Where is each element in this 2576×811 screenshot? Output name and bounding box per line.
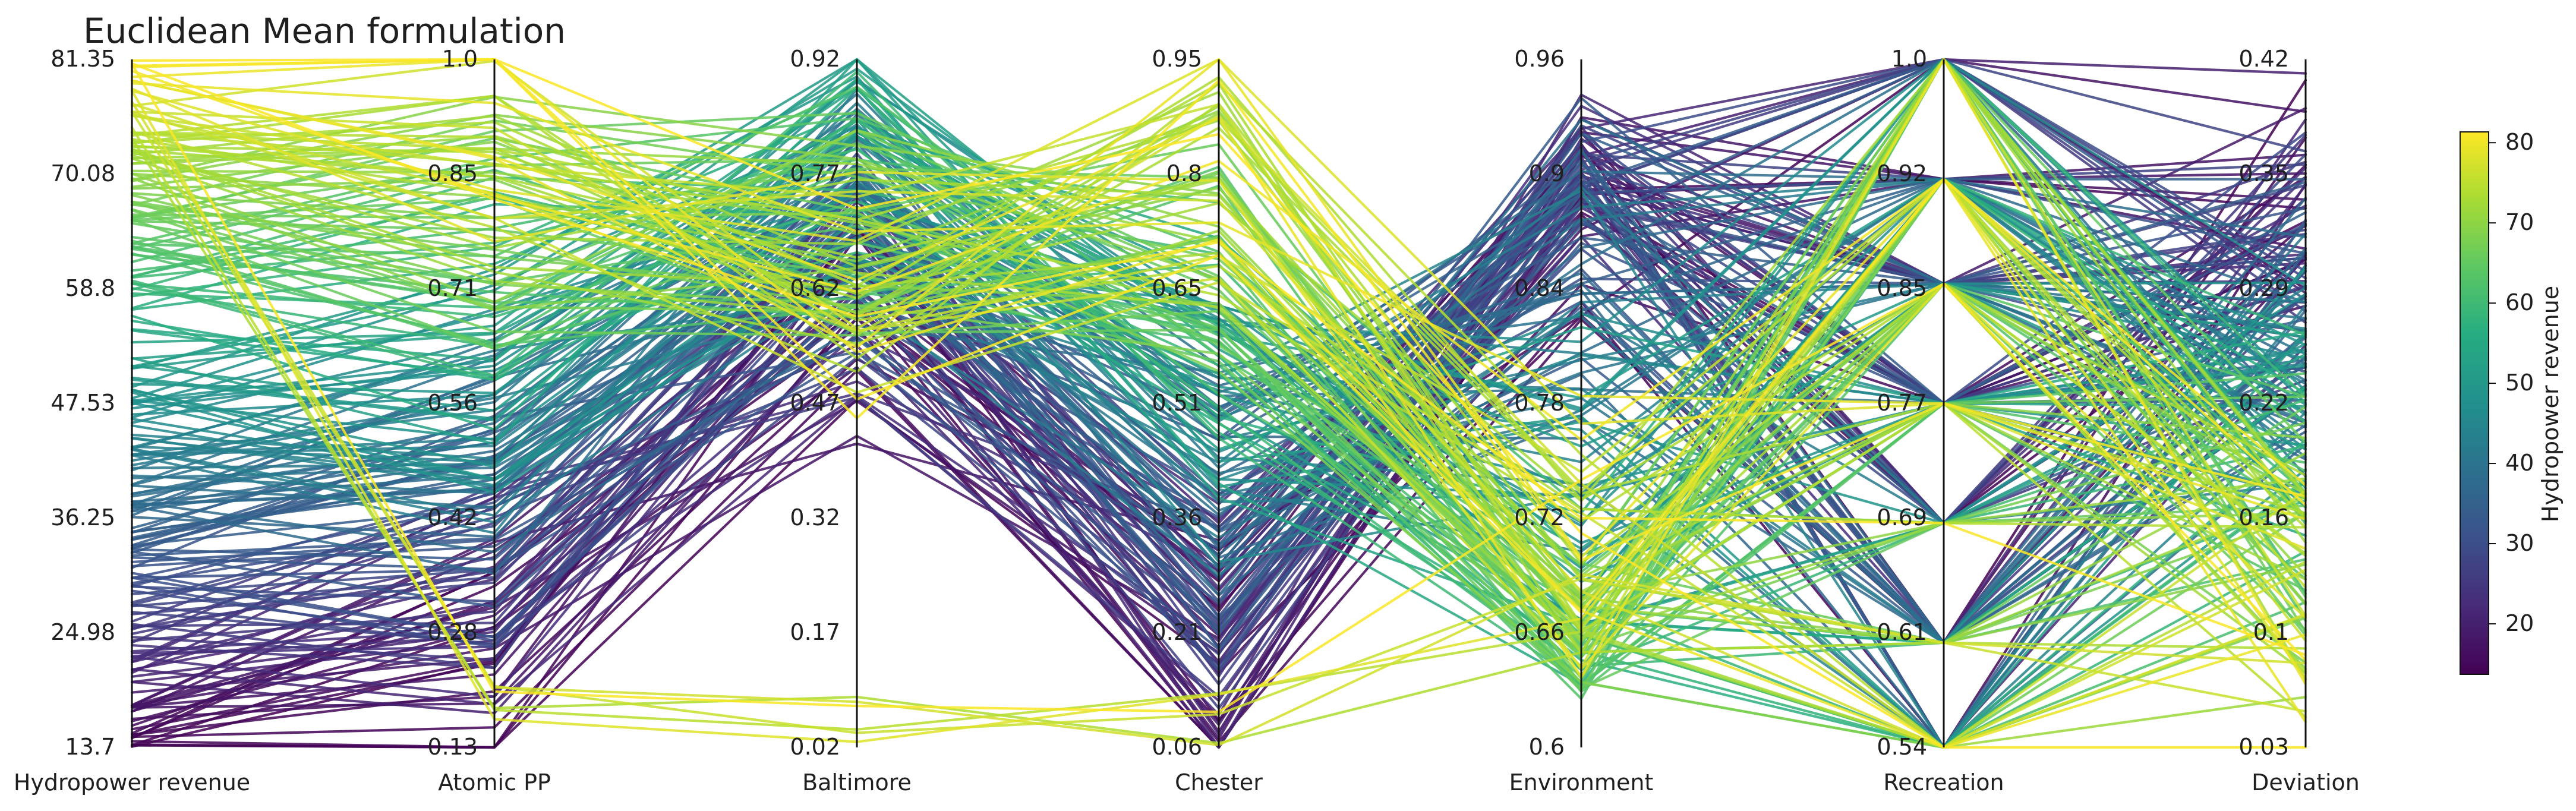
axis-baltimore: 0.92 0.77 0.62 0.47 0.32 0.17 0.02 Baltimore — [790, 46, 912, 796]
tick-label: 0.72 — [1514, 504, 1565, 531]
tick-label: 0.35 — [2238, 160, 2289, 187]
colorbar-tick-label: 60 — [2505, 289, 2534, 315]
tick-label: 0.6 — [1529, 734, 1565, 760]
tick-label: 0.78 — [1514, 390, 1565, 416]
tick-label: 0.06 — [1152, 734, 1202, 760]
tick-label: 1.0 — [1891, 46, 1927, 72]
tick-label: 0.9 — [1529, 160, 1565, 187]
tick-label: 0.69 — [1877, 504, 1927, 531]
tick-label: 0.29 — [2238, 275, 2289, 301]
tick-label: 13.7 — [65, 734, 115, 760]
tick-label: 0.16 — [2238, 504, 2289, 531]
tick-label: 0.62 — [790, 275, 840, 301]
colorbar-tick-label: 20 — [2505, 610, 2534, 636]
tick-label: 0.17 — [790, 619, 840, 645]
axis-chester: 0.95 0.8 0.65 0.51 0.36 0.21 0.06 Chester — [1152, 46, 1263, 796]
tick-label: 58.8 — [65, 275, 115, 301]
tick-label: 0.84 — [1514, 275, 1565, 301]
axis-deviation: 0.42 0.35 0.29 0.22 0.16 0.1 0.03 Deviation — [2238, 46, 2359, 796]
tick-label: 24.98 — [51, 619, 115, 645]
tick-label: 0.36 — [1152, 504, 1202, 531]
colorbar: 20 30 40 50 60 70 80 — [2460, 129, 2534, 675]
colorbar-tick-label: 30 — [2505, 530, 2534, 556]
tick-label: 47.53 — [51, 390, 115, 416]
colorbar-tick-label: 80 — [2505, 129, 2534, 155]
tick-label: 0.54 — [1877, 734, 1927, 760]
colorbar-tick-label: 70 — [2505, 209, 2534, 235]
axis-label: Environment — [1509, 769, 1654, 796]
colorbar-tick-label: 40 — [2505, 450, 2534, 476]
axis-environment: 0.96 0.9 0.84 0.78 0.72 0.66 0.6 Environment — [1509, 46, 1654, 796]
tick-label: 0.77 — [1877, 390, 1927, 416]
tick-label: 36.25 — [51, 504, 115, 531]
colorbar-gradient — [2460, 131, 2489, 675]
axis-label: Hydropower revenue — [14, 769, 250, 796]
colorbar-title: Hydropower revenue — [2537, 286, 2564, 522]
axes-layer: 81.35 70.08 58.8 47.53 36.25 24.98 13.7 Hydropo… — [14, 46, 2360, 796]
tick-label: 0.77 — [790, 160, 840, 187]
tick-label: 0.42 — [427, 504, 478, 531]
tick-label: 0.85 — [1877, 275, 1927, 301]
tick-label: 0.02 — [790, 734, 840, 760]
tick-label: 81.35 — [51, 46, 115, 72]
tick-label: 0.21 — [1152, 619, 1202, 645]
tick-label: 0.65 — [1152, 275, 1202, 301]
tick-label: 0.03 — [2238, 734, 2289, 760]
tick-label: 0.66 — [1514, 619, 1565, 645]
tick-label: 0.22 — [2238, 390, 2289, 416]
axis-label: Atomic PP — [438, 769, 551, 796]
axis-label: Chester — [1175, 769, 1263, 796]
tick-label: 0.32 — [790, 504, 840, 531]
tick-label: 0.92 — [790, 46, 840, 72]
tick-label: 0.47 — [790, 390, 840, 416]
tick-label: 0.92 — [1877, 160, 1927, 187]
tick-label: 0.71 — [427, 275, 478, 301]
colorbar-tick-label: 50 — [2505, 370, 2534, 396]
chart-title: Euclidean Mean formulation — [83, 11, 566, 51]
tick-label: 0.28 — [427, 619, 478, 645]
tick-label: 0.1 — [2253, 619, 2289, 645]
tick-label: 0.56 — [427, 390, 478, 416]
axis-atomic-pp: 1.0 0.85 0.71 0.56 0.42 0.28 0.13 Atomic PP — [427, 46, 551, 796]
axis-hydropower-revenue: 81.35 70.08 58.8 47.53 36.25 24.98 13.7 Hydropo… — [14, 46, 250, 796]
tick-label: 0.13 — [427, 734, 478, 760]
tick-label: 0.51 — [1152, 390, 1202, 416]
tick-label: 0.96 — [1514, 46, 1565, 72]
tick-label: 0.61 — [1877, 619, 1927, 645]
tick-label: 1.0 — [442, 46, 478, 72]
tick-label: 0.85 — [427, 160, 478, 187]
tick-label: 0.95 — [1152, 46, 1202, 72]
tick-label: 0.42 — [2238, 46, 2289, 72]
tick-label: 0.8 — [1166, 160, 1202, 187]
axis-label: Baltimore — [802, 769, 912, 796]
axis-label: Recreation — [1883, 769, 2004, 796]
tick-label: 70.08 — [51, 160, 115, 187]
axis-recreation: 1.0 0.92 0.85 0.77 0.69 0.61 0.54 Recreation — [1877, 46, 2004, 796]
axis-label: Deviation — [2252, 769, 2360, 796]
